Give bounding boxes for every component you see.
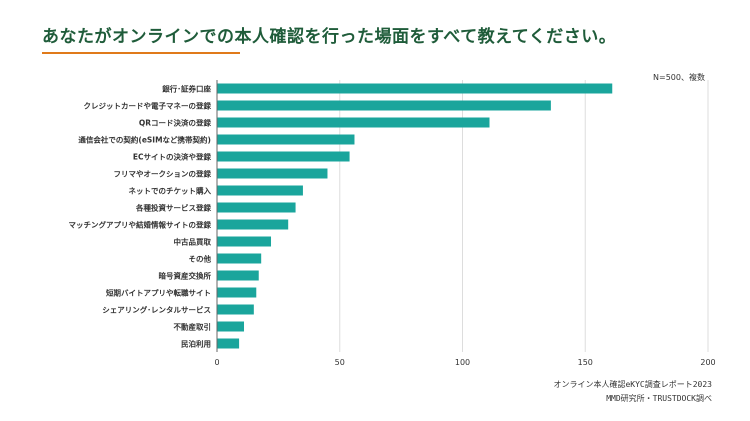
category-label: 短期バイトアプリや転職サイト: [106, 288, 211, 298]
bar: [217, 117, 490, 128]
category-label: クレジットカードや電子マネーの登録: [84, 101, 212, 111]
category-label: シェアリング･レンタルサービス: [102, 305, 211, 315]
x-tick-label: 0: [214, 358, 219, 367]
category-label: QRコード決済の登録: [139, 118, 212, 128]
bar: [217, 321, 245, 332]
category-label: 中古品買取: [174, 237, 212, 247]
bar: [217, 219, 289, 230]
category-label: 民泊利用: [181, 339, 211, 349]
bar: [217, 202, 296, 213]
category-label: その他: [189, 254, 212, 264]
category-label: 不動産取引: [174, 322, 212, 332]
bar: [217, 304, 254, 315]
bar: [217, 270, 259, 281]
bar: [217, 134, 355, 145]
category-label: 通信会社での契約(eSIMなど携帯契約): [78, 135, 211, 145]
bar: [217, 168, 328, 179]
x-tick-label: 200: [700, 358, 715, 367]
category-label: ECサイトの決済や登録: [133, 152, 212, 162]
category-label: 銀行･証券口座: [161, 84, 211, 94]
category-label: 各種投資サービス登録: [135, 203, 211, 213]
bar: [217, 83, 613, 94]
x-tick-label: 50: [335, 358, 345, 367]
bar: [217, 100, 551, 111]
source-line-2: MMD研究所・TRUSTDOCK調べ: [606, 394, 712, 403]
bar: [217, 287, 257, 298]
source-credit: オンライン本人確認eKYC調査レポート2023 MMD研究所・TRUSTDOCK…: [553, 378, 712, 406]
title-underline: [42, 52, 240, 54]
chart-title: あなたがオンラインでの本人確認を行った場面をすべて教えてください。: [42, 27, 617, 47]
bar: [217, 338, 240, 349]
bar: [217, 236, 272, 247]
bar: [217, 185, 303, 196]
bar: [217, 253, 262, 264]
sample-note: N=500、複数: [653, 73, 705, 82]
x-tick-label: 100: [455, 358, 470, 367]
bar: [217, 151, 350, 162]
category-label: 暗号資産交換所: [159, 271, 212, 281]
x-tick-label: 150: [578, 358, 593, 367]
category-label: ネットでのチケット購入: [129, 186, 212, 196]
source-line-1: オンライン本人確認eKYC調査レポート2023: [553, 380, 712, 389]
category-label: フリマやオークションの登録: [114, 169, 212, 179]
category-label: マッチングアプリや結婚情報サイトの登録: [69, 220, 212, 230]
